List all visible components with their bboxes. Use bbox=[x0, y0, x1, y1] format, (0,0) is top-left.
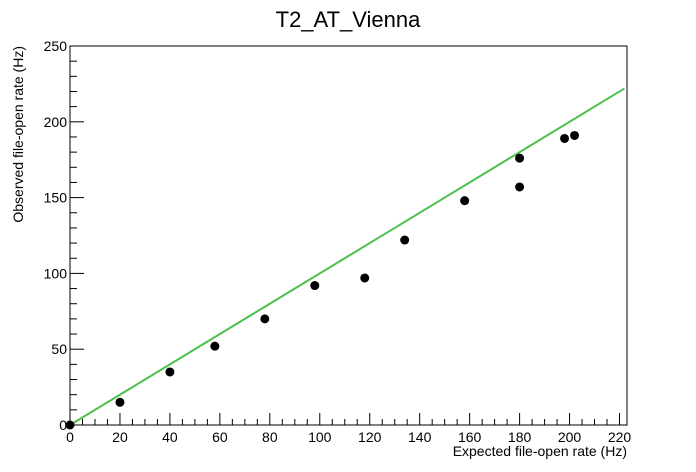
x-tick-label: 60 bbox=[212, 429, 228, 445]
data-point bbox=[515, 182, 525, 192]
data-point bbox=[65, 420, 75, 430]
x-tick-label: 100 bbox=[308, 429, 332, 445]
x-tick-label: 220 bbox=[608, 429, 632, 445]
x-tick-label: 80 bbox=[262, 429, 278, 445]
x-tick-label: 0 bbox=[66, 429, 74, 445]
reference-line bbox=[69, 87, 626, 426]
x-tick-label: 160 bbox=[458, 429, 482, 445]
x-tick-label: 120 bbox=[358, 429, 382, 445]
x-tick-label: 40 bbox=[162, 429, 178, 445]
y-tick-label: 50 bbox=[51, 341, 67, 357]
plot-frame bbox=[69, 45, 628, 426]
data-point bbox=[515, 153, 525, 163]
data-point bbox=[260, 314, 270, 324]
chart-title: T2_AT_Vienna bbox=[276, 7, 421, 32]
y-tick-label: 150 bbox=[44, 190, 68, 206]
data-point bbox=[115, 397, 125, 407]
reference-line-group bbox=[69, 87, 626, 426]
x-axis: 0 20 40 60 80 100 120 140 160 180 200 220 bbox=[66, 413, 631, 445]
x-axis-label: Expected file-open rate (Hz) bbox=[453, 443, 627, 459]
y-axis: 0 50 100 150 200 250 bbox=[44, 38, 84, 433]
x-tick-label: 180 bbox=[508, 429, 532, 445]
data-point bbox=[560, 133, 570, 143]
data-points bbox=[65, 130, 580, 430]
data-point bbox=[210, 341, 220, 351]
x-tick-label: 140 bbox=[408, 429, 432, 445]
data-point bbox=[165, 367, 175, 377]
x-tick-label: 20 bbox=[112, 429, 128, 445]
data-point bbox=[400, 235, 410, 245]
y-tick-label: 100 bbox=[44, 265, 68, 281]
data-point bbox=[310, 281, 320, 291]
y-tick-label: 200 bbox=[44, 114, 68, 130]
y-tick-label: 0 bbox=[59, 417, 67, 433]
y-tick-label: 250 bbox=[44, 38, 68, 54]
y-axis-label: Observed file-open rate (Hz) bbox=[10, 46, 26, 223]
x-tick-label: 200 bbox=[558, 429, 582, 445]
data-point bbox=[570, 130, 580, 140]
data-point bbox=[360, 273, 370, 283]
data-point bbox=[460, 196, 470, 206]
